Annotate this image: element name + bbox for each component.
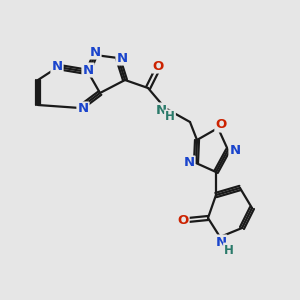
Text: H: H — [224, 244, 234, 256]
Text: N: N — [89, 46, 100, 59]
Text: O: O — [177, 214, 189, 226]
Text: N: N — [116, 52, 128, 64]
Text: N: N — [51, 61, 63, 74]
Text: N: N — [230, 143, 241, 157]
Text: H: H — [165, 110, 175, 124]
Text: N: N — [183, 157, 195, 169]
Text: O: O — [215, 118, 226, 131]
Text: O: O — [152, 59, 164, 73]
Text: N: N — [215, 236, 226, 248]
Text: N: N — [155, 103, 167, 116]
Text: N: N — [77, 103, 88, 116]
Text: N: N — [82, 64, 94, 76]
